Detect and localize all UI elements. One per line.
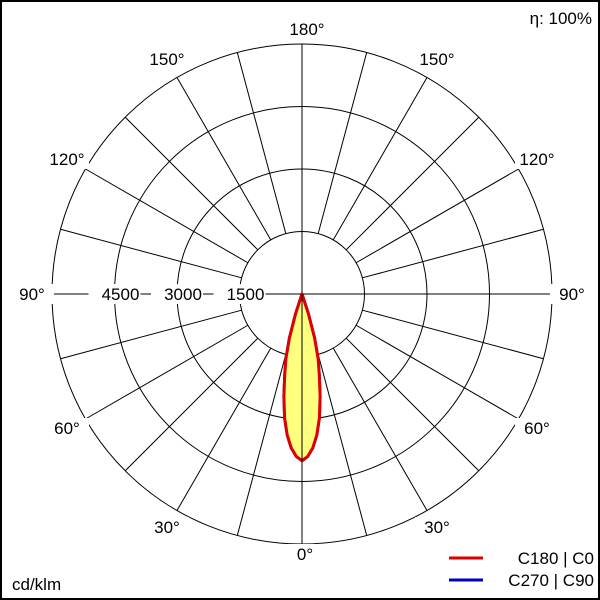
angle-label-bg bbox=[45, 149, 89, 169]
angle-label: 90° bbox=[19, 285, 45, 304]
angle-label-bg bbox=[415, 49, 459, 69]
angle-label-bg bbox=[145, 49, 189, 69]
angle-label-bg bbox=[515, 418, 559, 438]
angle-label-bg bbox=[515, 149, 559, 169]
radial-label-bg bbox=[151, 284, 203, 304]
legend-label: C270 | C90 bbox=[508, 571, 594, 590]
angle-label: 150° bbox=[149, 50, 184, 69]
grid-spoke bbox=[317, 52, 368, 234]
grid-spoke bbox=[124, 116, 259, 251]
angle-label: 30° bbox=[154, 518, 180, 537]
angle-label: 60° bbox=[54, 419, 80, 438]
angle-label: 180° bbox=[289, 20, 324, 39]
grid-spoke bbox=[85, 324, 249, 420]
angle-label-bg bbox=[285, 19, 329, 39]
angle-label: 30° bbox=[424, 518, 450, 537]
grid-spoke bbox=[355, 324, 519, 420]
radial-tick-label: 1500 bbox=[227, 285, 265, 304]
grid-spoke bbox=[332, 347, 428, 511]
grid-spoke bbox=[236, 52, 287, 234]
angle-label: 120° bbox=[49, 150, 84, 169]
grid-spoke bbox=[332, 77, 428, 241]
grid-spoke bbox=[345, 337, 480, 472]
grid-spoke bbox=[60, 309, 242, 360]
legend-label: C180 | C0 bbox=[518, 549, 594, 568]
radial-label-bg bbox=[88, 284, 141, 304]
efficiency-label: η: 100% bbox=[530, 9, 592, 28]
grid-spoke bbox=[85, 168, 249, 264]
angle-label-bg bbox=[145, 517, 189, 537]
grid-spoke bbox=[60, 228, 242, 279]
grid-spoke bbox=[236, 354, 287, 536]
legend: C180 | C0 C270 | C90 bbox=[449, 549, 594, 590]
radial-label-bg bbox=[213, 284, 266, 304]
grid-spoke bbox=[362, 228, 544, 279]
grid-spoke bbox=[317, 354, 368, 536]
angle-label: 0° bbox=[297, 545, 313, 564]
angle-label: 90° bbox=[559, 285, 585, 304]
angle-label-bg bbox=[415, 517, 459, 537]
grid-spoke bbox=[124, 337, 259, 472]
grid-spoke bbox=[345, 116, 480, 251]
grid-spoke bbox=[355, 168, 519, 264]
angle-label: 60° bbox=[524, 419, 550, 438]
angle-label: 150° bbox=[419, 50, 454, 69]
radial-tick-label: 3000 bbox=[164, 285, 202, 304]
radial-tick-label: 4500 bbox=[102, 285, 140, 304]
angle-label-bg bbox=[10, 284, 54, 304]
grid-spoke bbox=[362, 309, 544, 360]
grid-spoke bbox=[176, 77, 272, 241]
grid-spoke bbox=[176, 347, 272, 511]
unit-label: cd/klm bbox=[12, 575, 61, 594]
angle-label-bg bbox=[550, 284, 594, 304]
angle-label-bg bbox=[45, 418, 89, 438]
angle-label: 120° bbox=[519, 150, 554, 169]
angle-label-bg bbox=[283, 544, 327, 564]
